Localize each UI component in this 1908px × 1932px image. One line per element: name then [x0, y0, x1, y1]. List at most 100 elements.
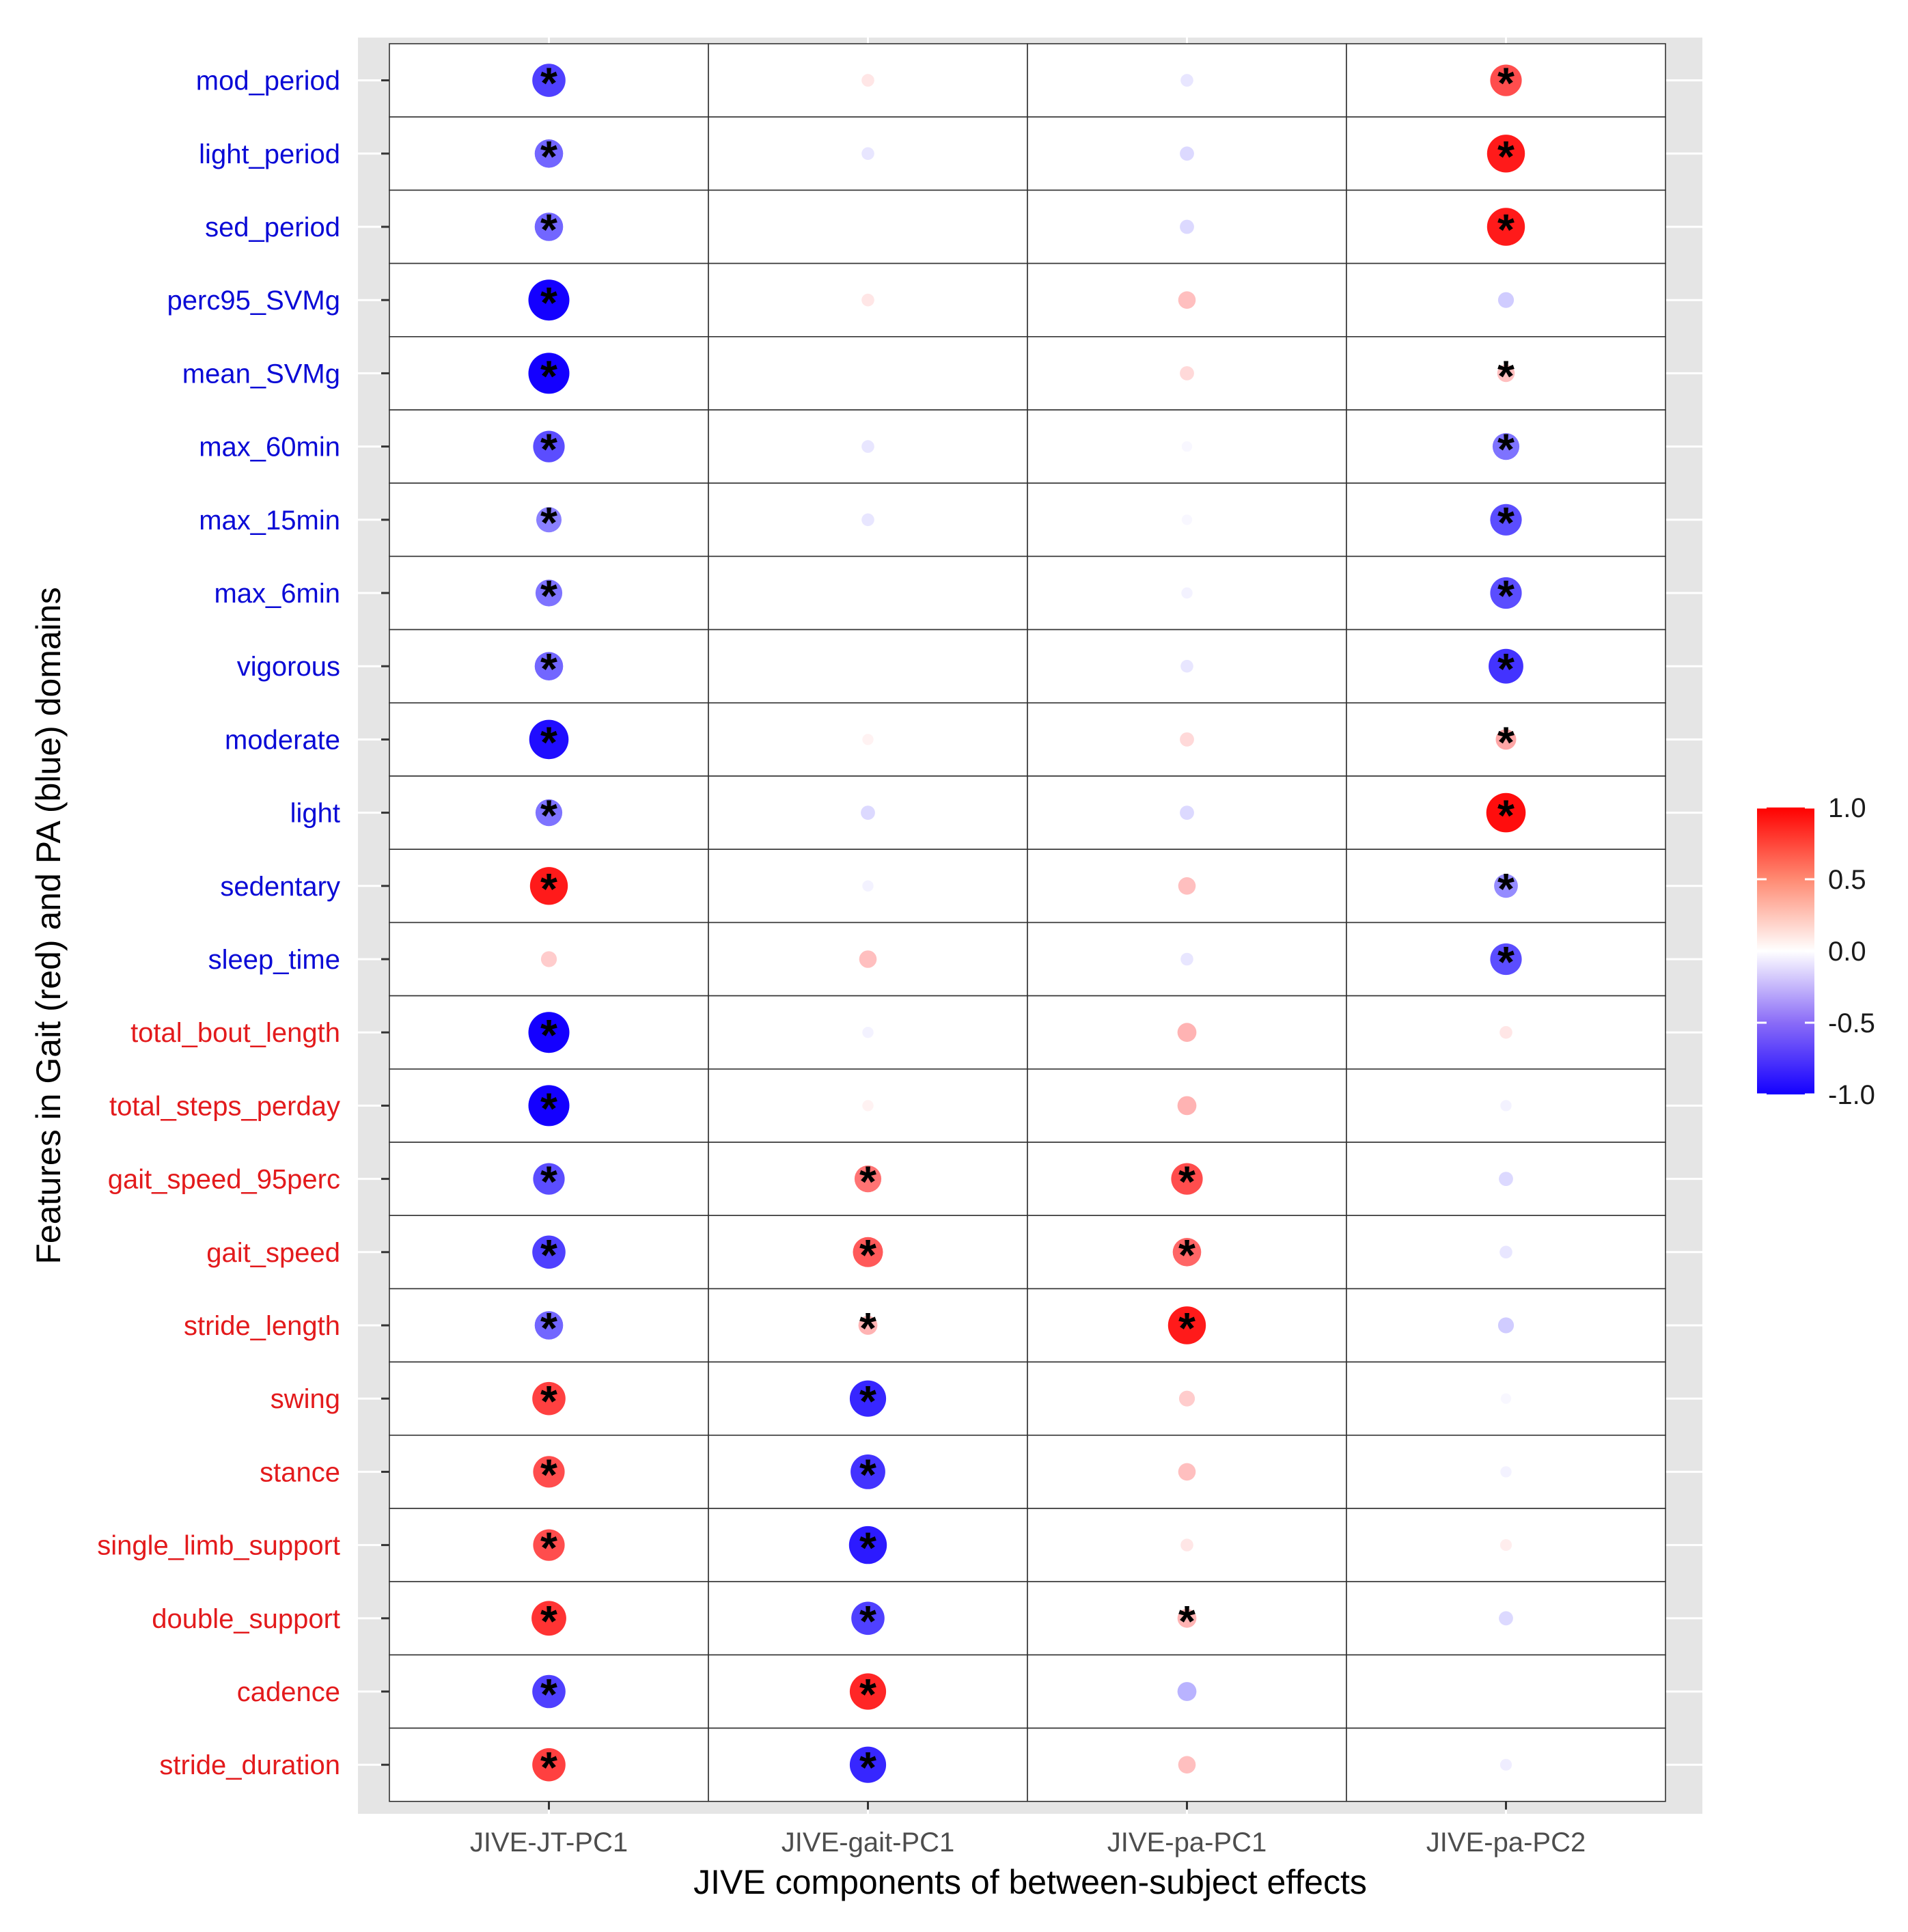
- corr-dot: [1172, 1238, 1202, 1267]
- significance-star: *: [540, 571, 557, 620]
- significance-star: *: [540, 1743, 557, 1792]
- corr-dot: [862, 734, 874, 745]
- corr-dot: [1178, 291, 1196, 309]
- y-tick-label: cadence: [237, 1677, 340, 1707]
- corr-dot: [532, 64, 566, 97]
- x-tick-label: JIVE-pa-PC2: [1426, 1827, 1586, 1858]
- corr-dot: [1180, 952, 1193, 966]
- corr-dot: [1499, 1539, 1512, 1551]
- y-tick-label: stride_duration: [159, 1750, 340, 1780]
- corr-dot: [1177, 1096, 1197, 1116]
- y-tick-label: stride_length: [184, 1311, 340, 1341]
- corr-dot: [532, 1748, 566, 1782]
- corr-dot: [863, 368, 873, 378]
- y-tick-label: sleep_time: [208, 945, 340, 975]
- corr-dot: [529, 719, 569, 760]
- corr-dot: [1499, 1172, 1513, 1186]
- corr-dot: [1181, 514, 1193, 525]
- significance-star: *: [540, 1523, 557, 1573]
- corr-dot: [1181, 587, 1193, 599]
- color-legend: 1.0 0.5 0.0 -0.5 -1.0: [1757, 793, 1875, 1110]
- corr-dot: [1497, 1317, 1515, 1334]
- significance-star: *: [540, 1084, 557, 1133]
- y-tick-label: max_60min: [199, 432, 340, 463]
- y-tick-label: light_period: [199, 139, 340, 169]
- cell-grid: [389, 43, 1666, 1802]
- significance-star: *: [540, 498, 557, 547]
- significance-star: *: [859, 1670, 876, 1719]
- corr-dot: [1495, 729, 1517, 750]
- corr-dot: [533, 1163, 565, 1195]
- y-tick-label: mod_period: [196, 66, 340, 96]
- corr-dot: [1178, 1390, 1195, 1407]
- corr-dot: [536, 507, 562, 533]
- significance-star: *: [1497, 571, 1515, 620]
- y-tick-label: gait_speed: [206, 1238, 340, 1268]
- corr-dot: [1492, 433, 1520, 460]
- corr-dot: [861, 513, 874, 527]
- corr-dot: [1499, 1245, 1512, 1259]
- legend-tick-label: 1.0: [1828, 793, 1866, 823]
- corr-dot: [528, 1012, 570, 1053]
- corr-dot: [861, 293, 874, 307]
- corr-dot: [1177, 1023, 1197, 1043]
- corr-dot: [1500, 1100, 1512, 1112]
- corr-dot: [1180, 219, 1194, 234]
- corr-dot: [1171, 1163, 1203, 1195]
- y-tick-labels: mod_period light_period sed_period perc95_S…: [97, 66, 389, 1780]
- y-tick-label: vigorous: [237, 652, 340, 682]
- significance-star: *: [540, 791, 557, 840]
- significance-star: *: [540, 278, 557, 327]
- y-tick-label: perc95_SVMg: [167, 286, 340, 316]
- matrix-cell: [1346, 1654, 1666, 1729]
- corr-dot: [534, 212, 564, 241]
- y-axis-title: Features in Gait (red) and PA (blue) dom…: [29, 587, 68, 1264]
- corr-dot: [861, 440, 874, 453]
- corr-dot: [849, 1673, 887, 1710]
- significance-star: *: [540, 864, 557, 913]
- significance-star: *: [1497, 205, 1515, 254]
- corr-dot: [1487, 208, 1525, 246]
- corr-dot: [535, 799, 563, 827]
- significance-star: *: [859, 1303, 876, 1353]
- y-tick-label: sed_period: [205, 212, 340, 243]
- y-tick-label: moderate: [225, 725, 340, 755]
- corr-dot: [1500, 1466, 1512, 1478]
- corr-dot: [1499, 1611, 1513, 1626]
- significance-star: *: [540, 717, 557, 767]
- corr-dot: [1497, 292, 1515, 308]
- corr-dot: [528, 1085, 570, 1127]
- significance-star: *: [1178, 1303, 1195, 1353]
- significance-star: *: [1497, 425, 1515, 474]
- significance-star: *: [859, 1230, 876, 1280]
- corr-dot: [858, 1316, 878, 1335]
- corr-dot: [849, 1380, 887, 1417]
- y-tick-label: mean_SVMg: [182, 359, 340, 389]
- significance-star: *: [540, 59, 557, 108]
- legend-ticks: 1.0 0.5 0.0 -0.5 -1.0: [1757, 793, 1875, 1110]
- corr-dot: [528, 353, 570, 394]
- y-tick-label: stance: [260, 1457, 340, 1487]
- significance-star: *: [859, 1157, 876, 1206]
- corr-dot: [849, 1746, 887, 1783]
- corr-dot: [534, 1311, 564, 1340]
- legend-tick-label: 0.5: [1828, 865, 1866, 895]
- corr-dot: [863, 588, 873, 598]
- corr-dot: [862, 1100, 874, 1112]
- y-tick-label: total_steps_perday: [109, 1091, 340, 1121]
- matrix-cell: [708, 702, 1028, 777]
- significance-star: *: [540, 1450, 557, 1499]
- significance-star: *: [540, 1303, 557, 1353]
- corr-dot: [533, 430, 565, 463]
- significance-star: *: [1178, 1230, 1195, 1280]
- corr-dot: [533, 1529, 565, 1561]
- legend-tick-label: 0.0: [1828, 937, 1866, 967]
- significance-star: *: [859, 1523, 876, 1573]
- significance-star: *: [1497, 717, 1515, 767]
- significance-star: *: [540, 1670, 557, 1719]
- corr-dot: [853, 1237, 883, 1267]
- corr-dot: [1499, 1758, 1512, 1771]
- significance-star: *: [540, 425, 557, 474]
- significance-star: *: [540, 1230, 557, 1280]
